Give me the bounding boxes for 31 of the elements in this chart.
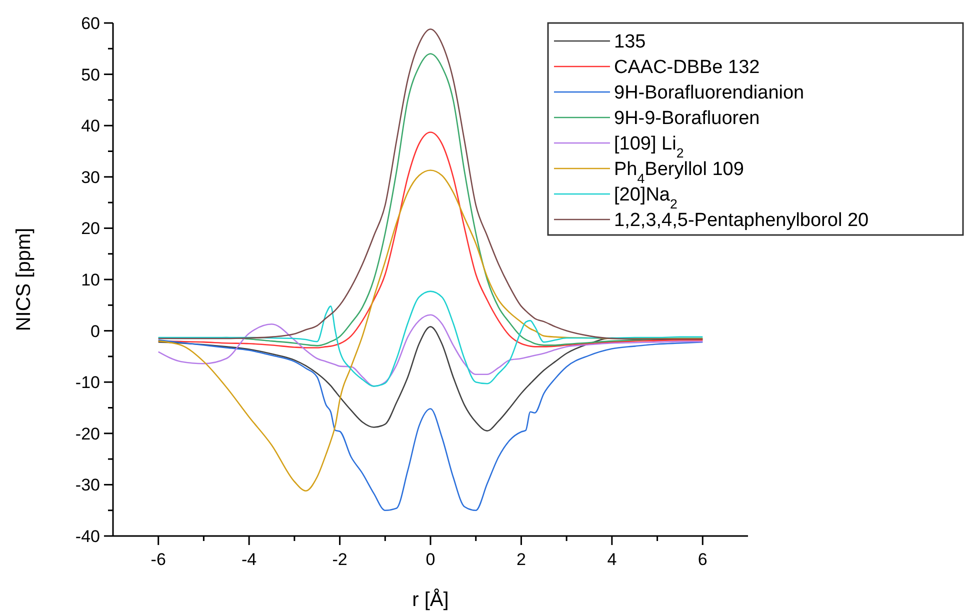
legend-label: 1,2,3,4,5-Pentaphenylborol 20 <box>614 210 869 232</box>
x-tick-label: 2 <box>516 550 526 569</box>
x-tick-label: 4 <box>607 550 617 569</box>
x-tick-label: -4 <box>242 550 257 569</box>
y-tick-label: -20 <box>75 424 100 444</box>
y-tick-label: 30 <box>81 168 100 187</box>
legend-label: [109] Li$_{2}$ <box>614 134 684 160</box>
line-series <box>158 290 704 387</box>
legend-label: CAAC-DBBe 132 <box>614 57 760 78</box>
y-tick-label: -30 <box>75 476 100 495</box>
x-tick-label: 6 <box>698 550 708 569</box>
y-tick-label: 0 <box>90 322 100 341</box>
y-tick-label: 10 <box>81 270 100 290</box>
x-tick-label: 0 <box>426 550 436 569</box>
legend-label: 9H-Borafluorendianion <box>614 82 804 104</box>
legend-label: 9H-9-Borafluoren <box>614 108 760 130</box>
y-tick-label: 50 <box>81 65 100 84</box>
y-tick-label: -10 <box>75 373 100 392</box>
y-axis-title: NICS [ppm] <box>13 228 35 332</box>
legend-label: Ph$_{4}$Beryllol 109 <box>614 159 744 186</box>
y-tick-label: -40 <box>75 526 100 546</box>
y-tick-label: 20 <box>81 219 100 238</box>
y-tick-label: 40 <box>81 116 100 136</box>
y-tick-label: 60 <box>81 14 100 33</box>
x-axis-title: r [Å] <box>412 588 449 611</box>
x-tick-label: -2 <box>332 550 348 569</box>
line-series <box>158 339 704 511</box>
legend-label: [20]Na$_{2}$ <box>614 184 678 212</box>
x-tick-label: -6 <box>150 550 166 569</box>
legend-label: 135 <box>614 32 646 53</box>
line-series <box>158 314 704 387</box>
